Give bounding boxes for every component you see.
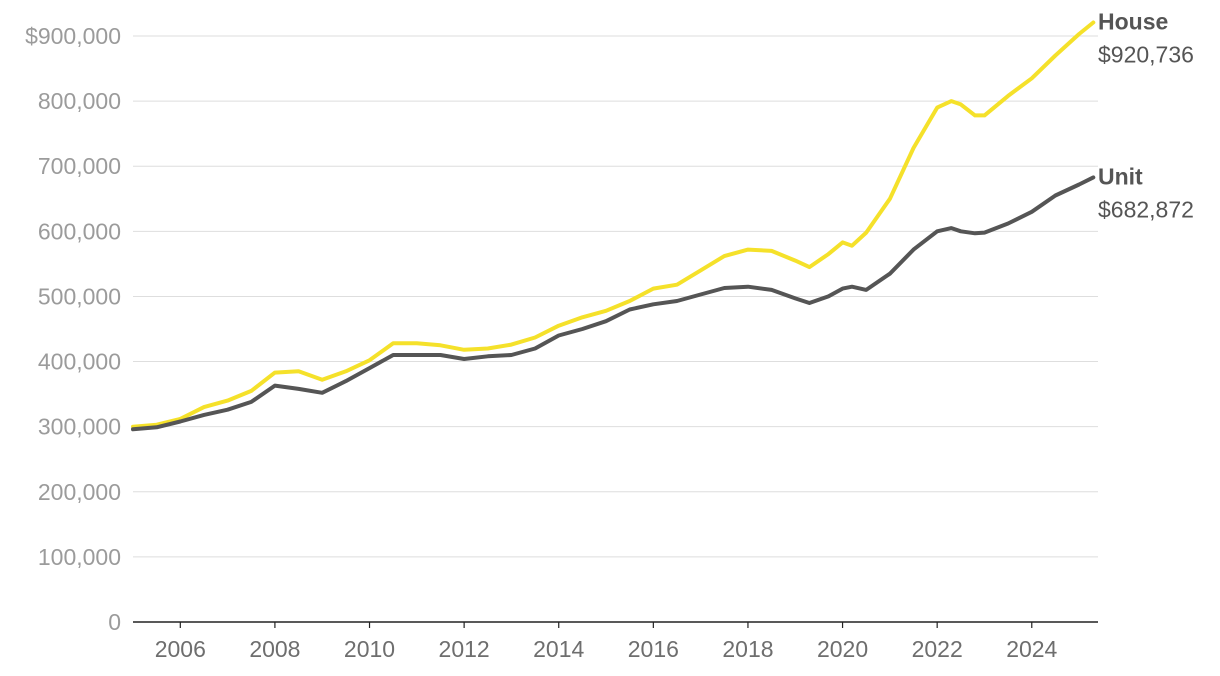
y-tick-label: 300,000	[38, 414, 121, 440]
x-axis-ticks: 2006 2008 2010 2012 2014 2016 2018 2020 2022 2024	[155, 622, 1058, 662]
x-tick-label: 2022	[912, 636, 963, 662]
series-line-unit	[131, 175, 1096, 432]
y-tick-label: 100,000	[38, 544, 121, 570]
x-tick-label: 2012	[439, 636, 490, 662]
y-tick-label: 200,000	[38, 479, 121, 505]
series-name-label: House	[1098, 8, 1168, 34]
y-tick-label: 600,000	[38, 218, 121, 244]
y-tick-label: $900,000	[25, 23, 121, 49]
series-line-house	[131, 20, 1096, 429]
y-tick-label: 700,000	[38, 153, 121, 179]
x-tick-label: 2006	[155, 636, 206, 662]
end-labels: House $920,736 Unit $682,872	[1098, 8, 1194, 222]
grid	[133, 35, 1098, 558]
y-tick-label: 800,000	[38, 88, 121, 114]
series-end-value: $920,736	[1098, 41, 1194, 67]
x-tick-label: 2024	[1006, 636, 1057, 662]
x-tick-label: 2014	[533, 636, 584, 662]
x-tick-label: 2008	[249, 636, 300, 662]
x-tick-label: 2010	[344, 636, 395, 662]
series	[131, 20, 1096, 432]
y-axis-ticks: 0 100,000 200,000 300,000 400,000 500,000 600,…	[25, 23, 121, 635]
y-tick-label: 0	[108, 609, 121, 635]
y-tick-label: 400,000	[38, 349, 121, 375]
series-name-label: Unit	[1098, 163, 1143, 189]
x-tick-label: 2018	[722, 636, 773, 662]
y-tick-label: 500,000	[38, 283, 121, 309]
series-end-value: $682,872	[1098, 196, 1194, 222]
x-tick-label: 2016	[628, 636, 679, 662]
x-tick-label: 2020	[817, 636, 868, 662]
